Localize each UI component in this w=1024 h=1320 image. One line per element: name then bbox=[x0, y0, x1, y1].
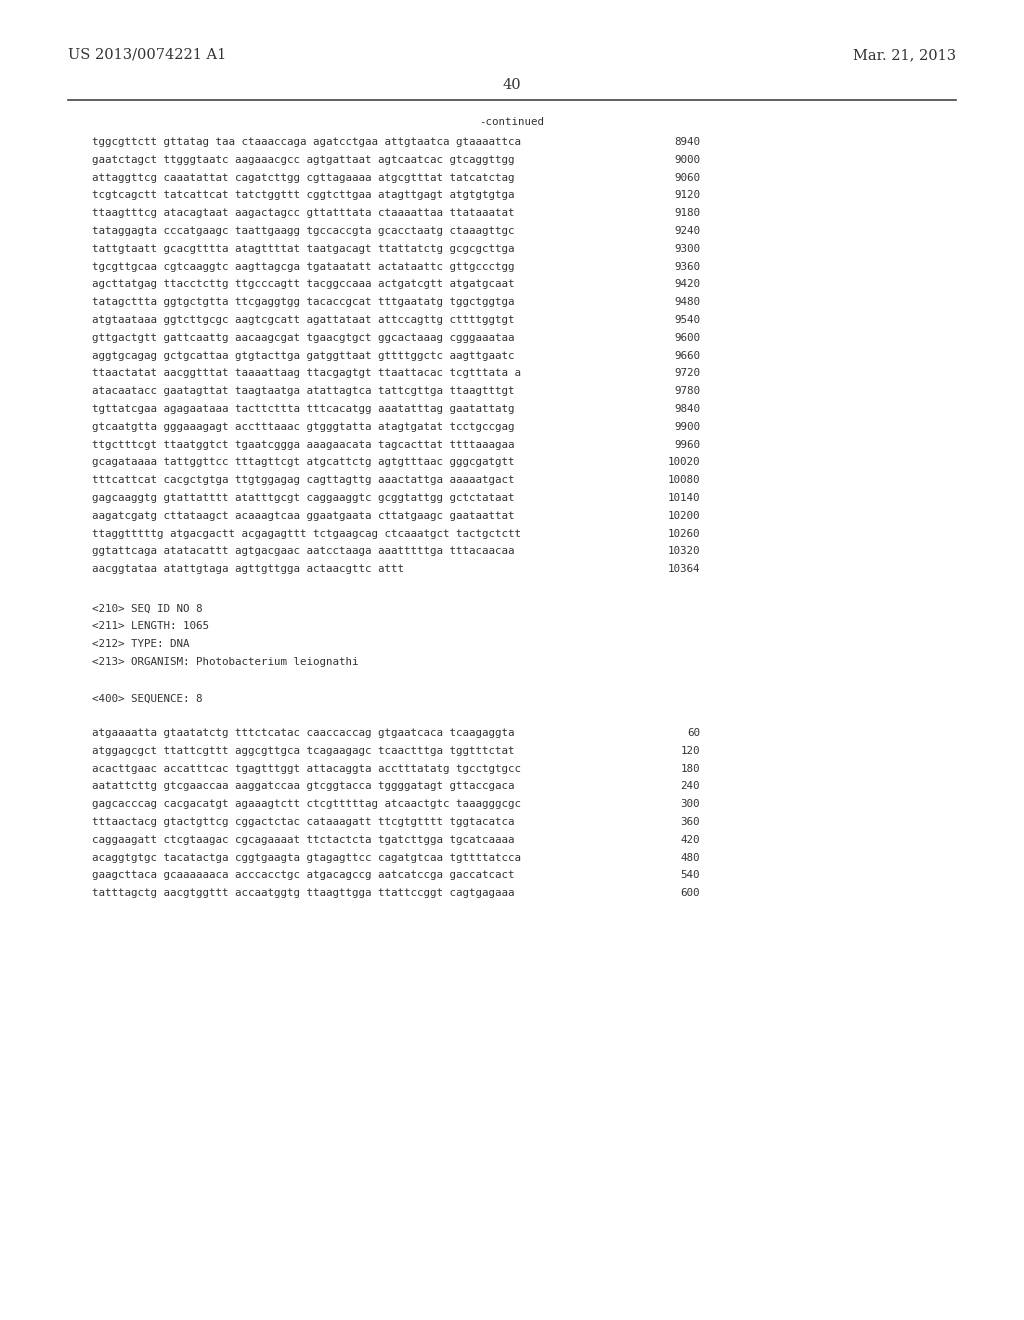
Text: US 2013/0074221 A1: US 2013/0074221 A1 bbox=[68, 48, 226, 62]
Text: 540: 540 bbox=[681, 870, 700, 880]
Text: aacggtataa atattgtaga agttgttgga actaacgttc attt: aacggtataa atattgtaga agttgttgga actaacg… bbox=[92, 564, 404, 574]
Text: caggaagatt ctcgtaagac cgcagaaaat ttctactcta tgatcttgga tgcatcaaaa: caggaagatt ctcgtaagac cgcagaaaat ttctact… bbox=[92, 834, 514, 845]
Text: 9180: 9180 bbox=[674, 209, 700, 218]
Text: 360: 360 bbox=[681, 817, 700, 826]
Text: 9360: 9360 bbox=[674, 261, 700, 272]
Text: 10364: 10364 bbox=[668, 564, 700, 574]
Text: atgaaaatta gtaatatctg tttctcatac caaccaccag gtgaatcaca tcaagaggta: atgaaaatta gtaatatctg tttctcatac caaccac… bbox=[92, 727, 514, 738]
Text: 600: 600 bbox=[681, 888, 700, 898]
Text: acaggtgtgc tacatactga cggtgaagta gtagagttcc cagatgtcaa tgttttatcca: acaggtgtgc tacatactga cggtgaagta gtagagt… bbox=[92, 853, 521, 862]
Text: 300: 300 bbox=[681, 799, 700, 809]
Text: 10320: 10320 bbox=[668, 546, 700, 557]
Text: 9240: 9240 bbox=[674, 226, 700, 236]
Text: atacaatacc gaatagttat taagtaatga atattagtca tattcgttga ttaagtttgt: atacaatacc gaatagttat taagtaatga atattag… bbox=[92, 387, 514, 396]
Text: 10260: 10260 bbox=[668, 528, 700, 539]
Text: 9840: 9840 bbox=[674, 404, 700, 414]
Text: 9780: 9780 bbox=[674, 387, 700, 396]
Text: 9120: 9120 bbox=[674, 190, 700, 201]
Text: gagcaaggtg gtattatttt atatttgcgt caggaaggtc gcggtattgg gctctataat: gagcaaggtg gtattatttt atatttgcgt caggaag… bbox=[92, 492, 514, 503]
Text: 480: 480 bbox=[681, 853, 700, 862]
Text: ttaagtttcg atacagtaat aagactagcc gttatttata ctaaaattaa ttataaatat: ttaagtttcg atacagtaat aagactagcc gttattt… bbox=[92, 209, 514, 218]
Text: gaagcttaca gcaaaaaaca acccacctgc atgacagccg aatcatccga gaccatcact: gaagcttaca gcaaaaaaca acccacctgc atgacag… bbox=[92, 870, 514, 880]
Text: aggtgcagag gctgcattaa gtgtacttga gatggttaat gttttggctc aagttgaatc: aggtgcagag gctgcattaa gtgtacttga gatggtt… bbox=[92, 351, 514, 360]
Text: tcgtcagctt tatcattcat tatctggttt cggtcttgaa atagttgagt atgtgtgtga: tcgtcagctt tatcattcat tatctggttt cggtctt… bbox=[92, 190, 514, 201]
Text: 10020: 10020 bbox=[668, 458, 700, 467]
Text: atgtaataaa ggtcttgcgc aagtcgcatt agattataat attccagttg cttttggtgt: atgtaataaa ggtcttgcgc aagtcgcatt agattat… bbox=[92, 315, 514, 325]
Text: tatagcttta ggtgctgtta ttcgaggtgg tacaccgcat tttgaatatg tggctggtga: tatagcttta ggtgctgtta ttcgaggtgg tacaccg… bbox=[92, 297, 514, 308]
Text: <213> ORGANISM: Photobacterium leiognathi: <213> ORGANISM: Photobacterium leiognath… bbox=[92, 657, 358, 667]
Text: ttgctttcgt ttaatggtct tgaatcggga aaagaacata tagcacttat ttttaaagaa: ttgctttcgt ttaatggtct tgaatcggga aaagaac… bbox=[92, 440, 514, 450]
Text: 9660: 9660 bbox=[674, 351, 700, 360]
Text: tgcgttgcaa cgtcaaggtc aagttagcga tgataatatt actataattc gttgccctgg: tgcgttgcaa cgtcaaggtc aagttagcga tgataat… bbox=[92, 261, 514, 272]
Text: gagcacccag cacgacatgt agaaagtctt ctcgtttttag atcaactgtc taaagggcgc: gagcacccag cacgacatgt agaaagtctt ctcgttt… bbox=[92, 799, 521, 809]
Text: gaatctagct ttgggtaatc aagaaacgcc agtgattaat agtcaatcac gtcaggttgg: gaatctagct ttgggtaatc aagaaacgcc agtgatt… bbox=[92, 154, 514, 165]
Text: Mar. 21, 2013: Mar. 21, 2013 bbox=[853, 48, 956, 62]
Text: <210> SEQ ID NO 8: <210> SEQ ID NO 8 bbox=[92, 603, 203, 614]
Text: 9420: 9420 bbox=[674, 280, 700, 289]
Text: <400> SEQUENCE: 8: <400> SEQUENCE: 8 bbox=[92, 694, 203, 704]
Text: 9900: 9900 bbox=[674, 422, 700, 432]
Text: tataggagta cccatgaagc taattgaagg tgccaccgta gcacctaatg ctaaagttgc: tataggagta cccatgaagc taattgaagg tgccacc… bbox=[92, 226, 514, 236]
Text: 9480: 9480 bbox=[674, 297, 700, 308]
Text: tattgtaatt gcacgtttta atagttttat taatgacagt ttattatctg gcgcgcttga: tattgtaatt gcacgtttta atagttttat taatgac… bbox=[92, 244, 514, 253]
Text: gtcaatgtta gggaaagagt acctttaaac gtgggtatta atagtgatat tcctgccgag: gtcaatgtta gggaaagagt acctttaaac gtgggta… bbox=[92, 422, 514, 432]
Text: <211> LENGTH: 1065: <211> LENGTH: 1065 bbox=[92, 622, 209, 631]
Text: 60: 60 bbox=[687, 727, 700, 738]
Text: tggcgttctt gttatag taa ctaaaccaga agatcctgaa attgtaatca gtaaaattca: tggcgttctt gttatag taa ctaaaccaga agatcc… bbox=[92, 137, 521, 147]
Text: 180: 180 bbox=[681, 763, 700, 774]
Text: 240: 240 bbox=[681, 781, 700, 792]
Text: ttaactatat aacggtttat taaaattaag ttacgagtgt ttaattacac tcgtttata a: ttaactatat aacggtttat taaaattaag ttacgag… bbox=[92, 368, 521, 379]
Text: attaggttcg caaatattat cagatcttgg cgttagaaaa atgcgtttat tatcatctag: attaggttcg caaatattat cagatcttgg cgttaga… bbox=[92, 173, 514, 182]
Text: tatttagctg aacgtggttt accaatggtg ttaagttgga ttattccggt cagtgagaaa: tatttagctg aacgtggttt accaatggtg ttaagtt… bbox=[92, 888, 514, 898]
Text: acacttgaac accatttcac tgagtttggt attacaggta acctttatatg tgcctgtgcc: acacttgaac accatttcac tgagtttggt attacag… bbox=[92, 763, 521, 774]
Text: -continued: -continued bbox=[479, 117, 545, 127]
Text: aagatcgatg cttataagct acaaagtcaa ggaatgaata cttatgaagc gaataattat: aagatcgatg cttataagct acaaagtcaa ggaatga… bbox=[92, 511, 514, 521]
Text: 8940: 8940 bbox=[674, 137, 700, 147]
Text: gcagataaaa tattggttcc tttagttcgt atgcattctg agtgtttaac gggcgatgtt: gcagataaaa tattggttcc tttagttcgt atgcatt… bbox=[92, 458, 514, 467]
Text: 10200: 10200 bbox=[668, 511, 700, 521]
Text: 120: 120 bbox=[681, 746, 700, 756]
Text: ttaggtttttg atgacgactt acgagagttt tctgaagcag ctcaaatgct tactgctctt: ttaggtttttg atgacgactt acgagagttt tctgaa… bbox=[92, 528, 521, 539]
Text: 9300: 9300 bbox=[674, 244, 700, 253]
Text: agcttatgag ttacctcttg ttgcccagtt tacggccaaa actgatcgtt atgatgcaat: agcttatgag ttacctcttg ttgcccagtt tacggcc… bbox=[92, 280, 514, 289]
Text: 10080: 10080 bbox=[668, 475, 700, 486]
Text: <212> TYPE: DNA: <212> TYPE: DNA bbox=[92, 639, 189, 649]
Text: tttaactacg gtactgttcg cggactctac cataaagatt ttcgtgtttt tggtacatca: tttaactacg gtactgttcg cggactctac cataaag… bbox=[92, 817, 514, 826]
Text: gttgactgtt gattcaattg aacaagcgat tgaacgtgct ggcactaaag cgggaaataa: gttgactgtt gattcaattg aacaagcgat tgaacgt… bbox=[92, 333, 514, 343]
Text: 40: 40 bbox=[503, 78, 521, 92]
Text: tgttatcgaa agagaataaa tacttcttta tttcacatgg aaatatttag gaatattatg: tgttatcgaa agagaataaa tacttcttta tttcaca… bbox=[92, 404, 514, 414]
Text: 9060: 9060 bbox=[674, 173, 700, 182]
Text: atggagcgct ttattcgttt aggcgttgca tcagaagagc tcaactttga tggtttctat: atggagcgct ttattcgttt aggcgttgca tcagaag… bbox=[92, 746, 514, 756]
Text: ggtattcaga atatacattt agtgacgaac aatcctaaga aaatttttga tttacaacaa: ggtattcaga atatacattt agtgacgaac aatccta… bbox=[92, 546, 514, 557]
Text: 9960: 9960 bbox=[674, 440, 700, 450]
Text: 9600: 9600 bbox=[674, 333, 700, 343]
Text: tttcattcat cacgctgtga ttgtggagag cagttagttg aaactattga aaaaatgact: tttcattcat cacgctgtga ttgtggagag cagttag… bbox=[92, 475, 514, 486]
Text: aatattcttg gtcgaaccaa aaggatccaa gtcggtacca tggggatagt gttaccgaca: aatattcttg gtcgaaccaa aaggatccaa gtcggta… bbox=[92, 781, 514, 792]
Text: 9540: 9540 bbox=[674, 315, 700, 325]
Text: 9720: 9720 bbox=[674, 368, 700, 379]
Text: 9000: 9000 bbox=[674, 154, 700, 165]
Text: 10140: 10140 bbox=[668, 492, 700, 503]
Text: 420: 420 bbox=[681, 834, 700, 845]
